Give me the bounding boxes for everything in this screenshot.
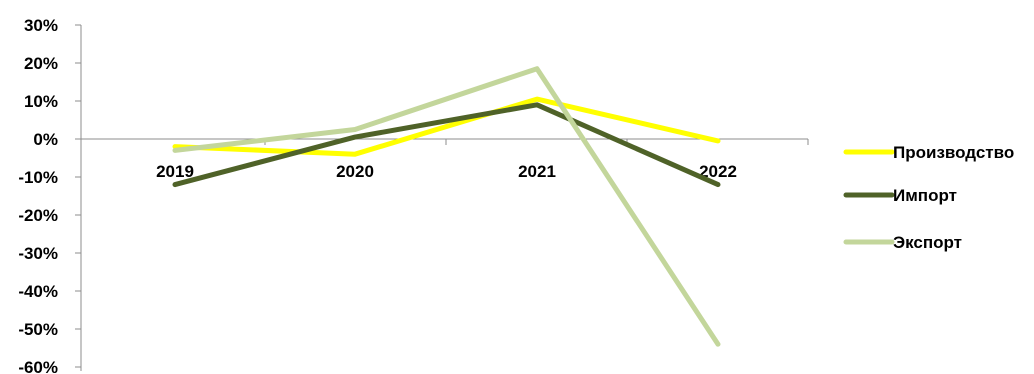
y-tick-label: 30% — [24, 16, 58, 35]
y-tick-label: -50% — [18, 320, 58, 339]
x-tick-label: 2021 — [518, 162, 556, 181]
y-tick-label: -20% — [18, 206, 58, 225]
y-tick-label: 0% — [33, 130, 58, 149]
x-tick-label: 2019 — [156, 162, 194, 181]
legend: Производство Импорт Экспорт — [843, 143, 1014, 252]
y-tick-label: -30% — [18, 244, 58, 263]
y-tick-label: 20% — [24, 54, 58, 73]
y-tick-label: -60% — [18, 358, 58, 374]
y-axis: 30% 20% 10% 0% -10% -20% -30% -40% -50% -60% — [18, 16, 82, 374]
legend-label-0: Производство — [893, 143, 1014, 162]
series-lines — [172, 66, 721, 347]
x-tick-label: 2022 — [699, 162, 737, 181]
y-tick-label: -40% — [18, 282, 58, 301]
series-line-0 — [172, 96, 721, 157]
y-tick-label: 10% — [24, 92, 58, 111]
x-tick-label: 2020 — [336, 162, 374, 181]
x-axis: 2019 2020 2021 2022 — [80, 138, 809, 181]
legend-label-1: Импорт — [893, 186, 957, 205]
series-line-1 — [172, 102, 721, 188]
y-tick-label: -10% — [18, 168, 58, 187]
series-line-2 — [172, 66, 721, 347]
legend-label-2: Экспорт — [893, 233, 962, 252]
